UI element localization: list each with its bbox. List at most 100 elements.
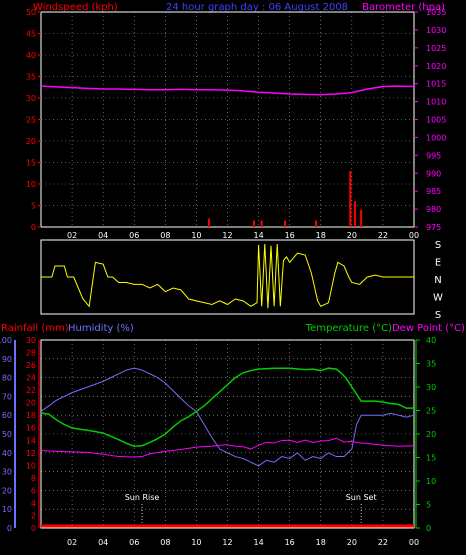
sun-annotation-label: Sun Set bbox=[346, 493, 377, 502]
rainfall-tick-label: 8 bbox=[31, 474, 36, 483]
sun-annotation-label: Sun Rise bbox=[125, 493, 160, 502]
rainfall-tick-label: 10 bbox=[26, 461, 36, 470]
rainfall-tick-label: 28 bbox=[26, 349, 36, 358]
humidity-line bbox=[40, 367, 415, 467]
humidity-tick-label: 50 bbox=[2, 430, 12, 439]
rainfall-tick-label: 18 bbox=[26, 411, 36, 420]
lower-time-axis-ticks: 02 04 06 08 10 12 14 16 18 20 22 00 bbox=[67, 538, 419, 547]
barometer-axis-ticks: 975 980 985 990 995 1000 1005 1010 1015 1020 1025 1… bbox=[414, 8, 446, 232]
barometer-axis-title: Barometer (hpa) bbox=[362, 2, 445, 13]
barometer-tick-label: 1010 bbox=[426, 98, 446, 107]
upper-time-tick-label: 12 bbox=[222, 231, 232, 240]
temperature-tick-label: 15 bbox=[426, 454, 436, 463]
upper-time-tick-label: 04 bbox=[98, 231, 108, 240]
windspeed-tick-label: 15 bbox=[26, 159, 36, 168]
windspeed-axis-title: Windspeed (kph) bbox=[33, 2, 118, 13]
lower-time-tick-label: 02 bbox=[67, 538, 77, 547]
upper-time-tick-label: 06 bbox=[129, 231, 139, 240]
windspeed-bar bbox=[252, 220, 255, 227]
humidity-tick-label: 70 bbox=[2, 392, 12, 401]
barometer-tick-label: 995 bbox=[426, 151, 441, 160]
windspeed-bar bbox=[207, 218, 210, 227]
windspeed-tick-label: 0 bbox=[31, 223, 36, 232]
temperature-tick-label: 35 bbox=[426, 360, 436, 369]
windspeed-tick-label: 45 bbox=[26, 30, 36, 39]
upper-time-axis-ticks: 02 04 06 08 10 12 14 16 18 20 22 00 bbox=[67, 231, 419, 240]
temperature-axis-title: Temperature (°C) bbox=[305, 323, 392, 334]
rainfall-tick-label: 26 bbox=[26, 361, 36, 370]
windspeed-bar bbox=[353, 201, 356, 227]
windspeed-axis-ticks: 0 5 10 15 20 25 30 35 40 45 50 bbox=[26, 8, 41, 232]
rainfall-tick-label: 2 bbox=[31, 511, 36, 520]
upper-time-tick-label: 10 bbox=[191, 231, 201, 240]
temperature-tick-label: 20 bbox=[426, 430, 436, 439]
barometer-line bbox=[40, 85, 415, 96]
humidity-tick-label: 30 bbox=[2, 468, 12, 477]
rainfall-axis-title: Rainfall (mm) bbox=[1, 323, 69, 334]
barometer-tick-label: 1020 bbox=[426, 62, 446, 71]
rainfall-tick-label: 20 bbox=[26, 399, 36, 408]
lower-grid bbox=[41, 340, 414, 528]
lower-time-tick-label: 20 bbox=[347, 538, 357, 547]
barometer-tick-label: 1030 bbox=[426, 26, 446, 35]
humidity-tick-label: 40 bbox=[2, 449, 12, 458]
upper-time-tick-label: 16 bbox=[285, 231, 295, 240]
windspeed-tick-label: 40 bbox=[26, 51, 36, 60]
windspeed-tick-label: 30 bbox=[26, 94, 36, 103]
lower-time-tick-label: 10 bbox=[191, 538, 201, 547]
upper-time-tick-label: 22 bbox=[378, 231, 388, 240]
temperature-tick-label: 40 bbox=[426, 336, 436, 345]
windspeed-tick-label: 20 bbox=[26, 137, 36, 146]
upper-time-tick-label: 00 bbox=[409, 231, 419, 240]
windspeed-bar bbox=[349, 171, 352, 227]
upper-time-tick-label: 14 bbox=[253, 231, 263, 240]
barometer-tick-label: 990 bbox=[426, 169, 441, 178]
barometer-tick-label: 1015 bbox=[426, 80, 446, 89]
rainfall-tick-label: 6 bbox=[31, 486, 36, 495]
windspeed-tick-label: 25 bbox=[26, 116, 36, 125]
windspeed-tick-label: 50 bbox=[26, 8, 36, 17]
barometer-tick-label: 1000 bbox=[426, 133, 446, 142]
windspeed-bar bbox=[315, 220, 318, 227]
temperature-line bbox=[40, 367, 414, 447]
wind-direction-line bbox=[41, 243, 414, 309]
direction-label: W bbox=[433, 293, 443, 304]
windspeed-tick-label: 5 bbox=[31, 202, 36, 211]
humidity-tick-label: 60 bbox=[2, 411, 12, 420]
windspeed-bar bbox=[260, 220, 263, 227]
wind-direction-frame bbox=[40, 239, 415, 315]
windspeed-bar bbox=[284, 220, 287, 227]
lower-time-tick-label: 06 bbox=[129, 538, 139, 547]
lower-time-tick-label: 04 bbox=[98, 538, 108, 547]
upper-time-tick-label: 20 bbox=[347, 231, 357, 240]
direction-label: E bbox=[435, 258, 441, 269]
lower-time-tick-label: 14 bbox=[253, 538, 263, 547]
barometer-tick-label: 980 bbox=[426, 205, 441, 214]
lower-time-tick-label: 00 bbox=[409, 538, 419, 547]
lower-chart-frame bbox=[40, 339, 415, 529]
windspeed-bar bbox=[360, 209, 363, 227]
rainfall-tick-label: 24 bbox=[26, 374, 36, 383]
direction-label: N bbox=[434, 275, 441, 286]
temperature-axis-ticks: 0 5 10 15 20 25 30 35 40 bbox=[416, 336, 436, 533]
humidity-tick-label: 20 bbox=[2, 486, 12, 495]
rainfall-tick-label: 16 bbox=[26, 424, 36, 433]
rainfall-tick-label: 14 bbox=[26, 436, 36, 445]
barometer-tick-label: 1025 bbox=[426, 44, 446, 53]
lower-time-tick-label: 12 bbox=[222, 538, 232, 547]
windspeed-bars bbox=[207, 171, 363, 227]
temperature-tick-label: 30 bbox=[426, 383, 436, 392]
chart-date-title: 24 hour graph day : 06 August 2008 bbox=[166, 2, 348, 13]
sun-annotations: Sun Rise Sun Set bbox=[125, 493, 377, 528]
barometer-tick-label: 1005 bbox=[426, 116, 446, 125]
direction-label: S bbox=[435, 310, 441, 321]
humidity-tick-label: 10 bbox=[2, 505, 12, 514]
rainfall-tick-label: 30 bbox=[26, 336, 36, 345]
rainfall-tick-label: 0 bbox=[31, 524, 36, 533]
lower-time-tick-label: 18 bbox=[316, 538, 326, 547]
direction-label: S bbox=[435, 240, 441, 251]
lower-time-tick-label: 16 bbox=[285, 538, 295, 547]
lower-time-tick-label: 08 bbox=[160, 538, 170, 547]
temperature-tick-label: 0 bbox=[426, 524, 431, 533]
